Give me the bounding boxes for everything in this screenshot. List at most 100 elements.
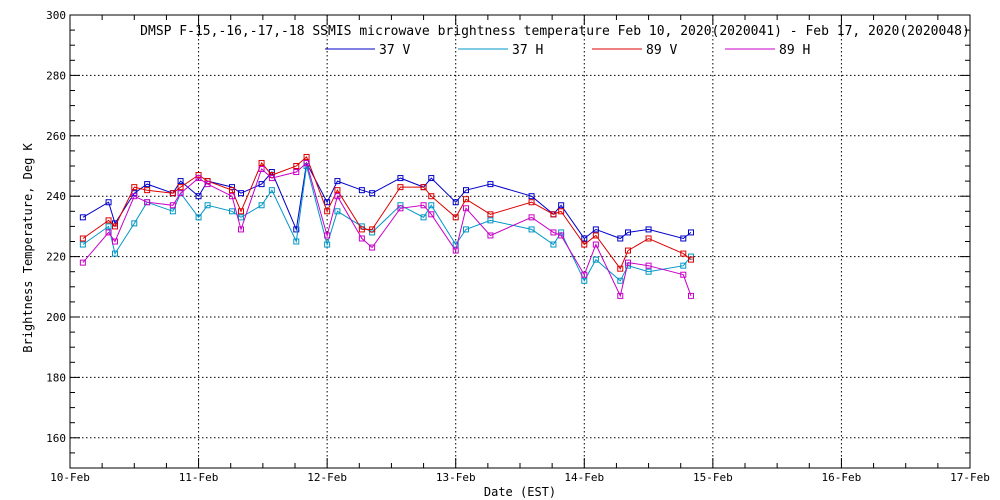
data-point-89-v bbox=[420, 184, 427, 191]
legend-label-37-v: 37 V bbox=[379, 43, 410, 58]
data-point-37-v bbox=[452, 199, 459, 206]
data-point-89-v bbox=[105, 217, 112, 224]
data-point-89-h bbox=[645, 262, 652, 269]
data-point-37-v bbox=[558, 202, 565, 209]
data-point-37-h bbox=[680, 262, 687, 269]
data-point-37-v bbox=[617, 235, 624, 242]
data-point-37-v bbox=[625, 229, 631, 236]
data-point-37-h bbox=[581, 277, 588, 284]
data-point-89-v bbox=[369, 226, 376, 233]
data-point-89-h bbox=[131, 193, 138, 200]
data-point-37-h bbox=[487, 217, 494, 224]
data-point-37-v bbox=[195, 193, 202, 200]
chart-title: DMSP F-15,-16,-17,-18 SSMIS microwave br… bbox=[140, 24, 970, 39]
data-point-37-v bbox=[581, 235, 588, 242]
series-89-v bbox=[79, 153, 694, 272]
data-point-37-h bbox=[238, 214, 244, 221]
data-point-89-h bbox=[680, 271, 687, 278]
data-point-37-v bbox=[645, 226, 652, 233]
data-point-89-v bbox=[625, 247, 631, 254]
data-point-89-h bbox=[463, 205, 469, 212]
data-point-89-v bbox=[303, 153, 310, 160]
data-point-89-h bbox=[617, 292, 624, 299]
series-layer bbox=[79, 153, 694, 299]
data-point-37-v bbox=[397, 175, 404, 182]
data-point-37-v bbox=[229, 184, 235, 191]
data-point-37-h bbox=[645, 268, 652, 275]
data-point-37-h bbox=[550, 241, 557, 248]
data-point-89-h bbox=[195, 175, 202, 182]
data-point-37-h bbox=[195, 214, 202, 221]
data-point-89-h bbox=[592, 241, 599, 248]
y-tick-label: 200 bbox=[46, 311, 66, 324]
x-axis-label: Date (EST) bbox=[484, 485, 556, 499]
x-tick-label: 10-Feb bbox=[50, 471, 90, 484]
data-point-89-v bbox=[131, 184, 138, 191]
data-point-37-h bbox=[268, 187, 275, 194]
data-point-89-h bbox=[238, 226, 244, 233]
legend-label-89-h: 89 H bbox=[779, 43, 810, 58]
data-point-37-h bbox=[558, 229, 565, 236]
data-point-89-v bbox=[169, 190, 176, 197]
data-point-37-h bbox=[397, 202, 404, 209]
data-point-89-h bbox=[369, 244, 376, 251]
data-point-37-h bbox=[369, 229, 376, 236]
data-point-37-v bbox=[680, 235, 687, 242]
data-point-89-h bbox=[428, 211, 435, 218]
data-point-37-h bbox=[204, 202, 211, 209]
data-point-89-h bbox=[581, 271, 588, 278]
data-point-89-v bbox=[112, 223, 118, 230]
data-point-89-h bbox=[229, 193, 235, 200]
y-axis-label: Brightness Temperature, Deg K bbox=[21, 142, 35, 352]
data-point-89-h bbox=[303, 159, 310, 166]
data-point-89-h bbox=[293, 169, 300, 176]
y-tick-label: 300 bbox=[46, 9, 66, 22]
data-point-37-h bbox=[293, 238, 300, 245]
y-tick-label: 280 bbox=[46, 69, 66, 82]
data-point-89-v bbox=[592, 232, 599, 239]
x-tick-label: 17-Feb bbox=[950, 471, 990, 484]
data-point-37-h bbox=[528, 226, 535, 233]
data-point-37-v bbox=[528, 193, 535, 200]
data-point-89-h bbox=[268, 175, 275, 182]
data-point-37-v bbox=[79, 214, 86, 221]
data-point-89-v bbox=[397, 184, 404, 191]
data-point-89-h bbox=[397, 205, 404, 212]
y-tick-label: 260 bbox=[46, 130, 66, 143]
x-tick-label: 11-Feb bbox=[179, 471, 219, 484]
data-point-89-v bbox=[558, 208, 565, 215]
data-point-89-v bbox=[487, 211, 494, 218]
data-point-37-v bbox=[324, 199, 331, 206]
data-point-37-h bbox=[229, 208, 235, 215]
data-point-89-h bbox=[550, 229, 557, 236]
data-point-89-v bbox=[680, 250, 687, 257]
data-point-89-h bbox=[112, 238, 118, 245]
data-point-89-v bbox=[144, 187, 151, 194]
data-point-37-v bbox=[428, 175, 435, 182]
data-point-37-v bbox=[592, 226, 599, 233]
data-point-37-v bbox=[487, 181, 494, 188]
x-tick-label: 13-Feb bbox=[436, 471, 476, 484]
data-point-37-h bbox=[463, 226, 469, 233]
data-point-37-v bbox=[144, 181, 151, 188]
data-point-89-v bbox=[177, 184, 184, 191]
data-point-89-v bbox=[463, 196, 469, 203]
data-point-89-v bbox=[293, 163, 300, 169]
data-point-89-v bbox=[688, 256, 694, 263]
legend-label-89-v: 89 V bbox=[646, 43, 677, 58]
data-point-89-h bbox=[358, 235, 365, 242]
data-point-89-h bbox=[144, 199, 151, 206]
grid-layer bbox=[70, 15, 970, 468]
series-line-89-h bbox=[82, 162, 692, 298]
data-point-37-h bbox=[592, 256, 599, 263]
data-point-37-h bbox=[112, 250, 118, 257]
data-point-89-v bbox=[428, 193, 435, 200]
tick-label-layer: 10-Feb 11-Feb 12-Feb 13-Feb 14-Feb 15-Feb 16-F… bbox=[46, 9, 990, 484]
data-point-37-v bbox=[293, 226, 300, 233]
data-point-89-v bbox=[581, 241, 588, 248]
series-37-h bbox=[79, 163, 694, 284]
data-point-37-v bbox=[258, 181, 265, 188]
data-point-37-v bbox=[334, 178, 341, 185]
data-point-37-h bbox=[420, 214, 427, 221]
